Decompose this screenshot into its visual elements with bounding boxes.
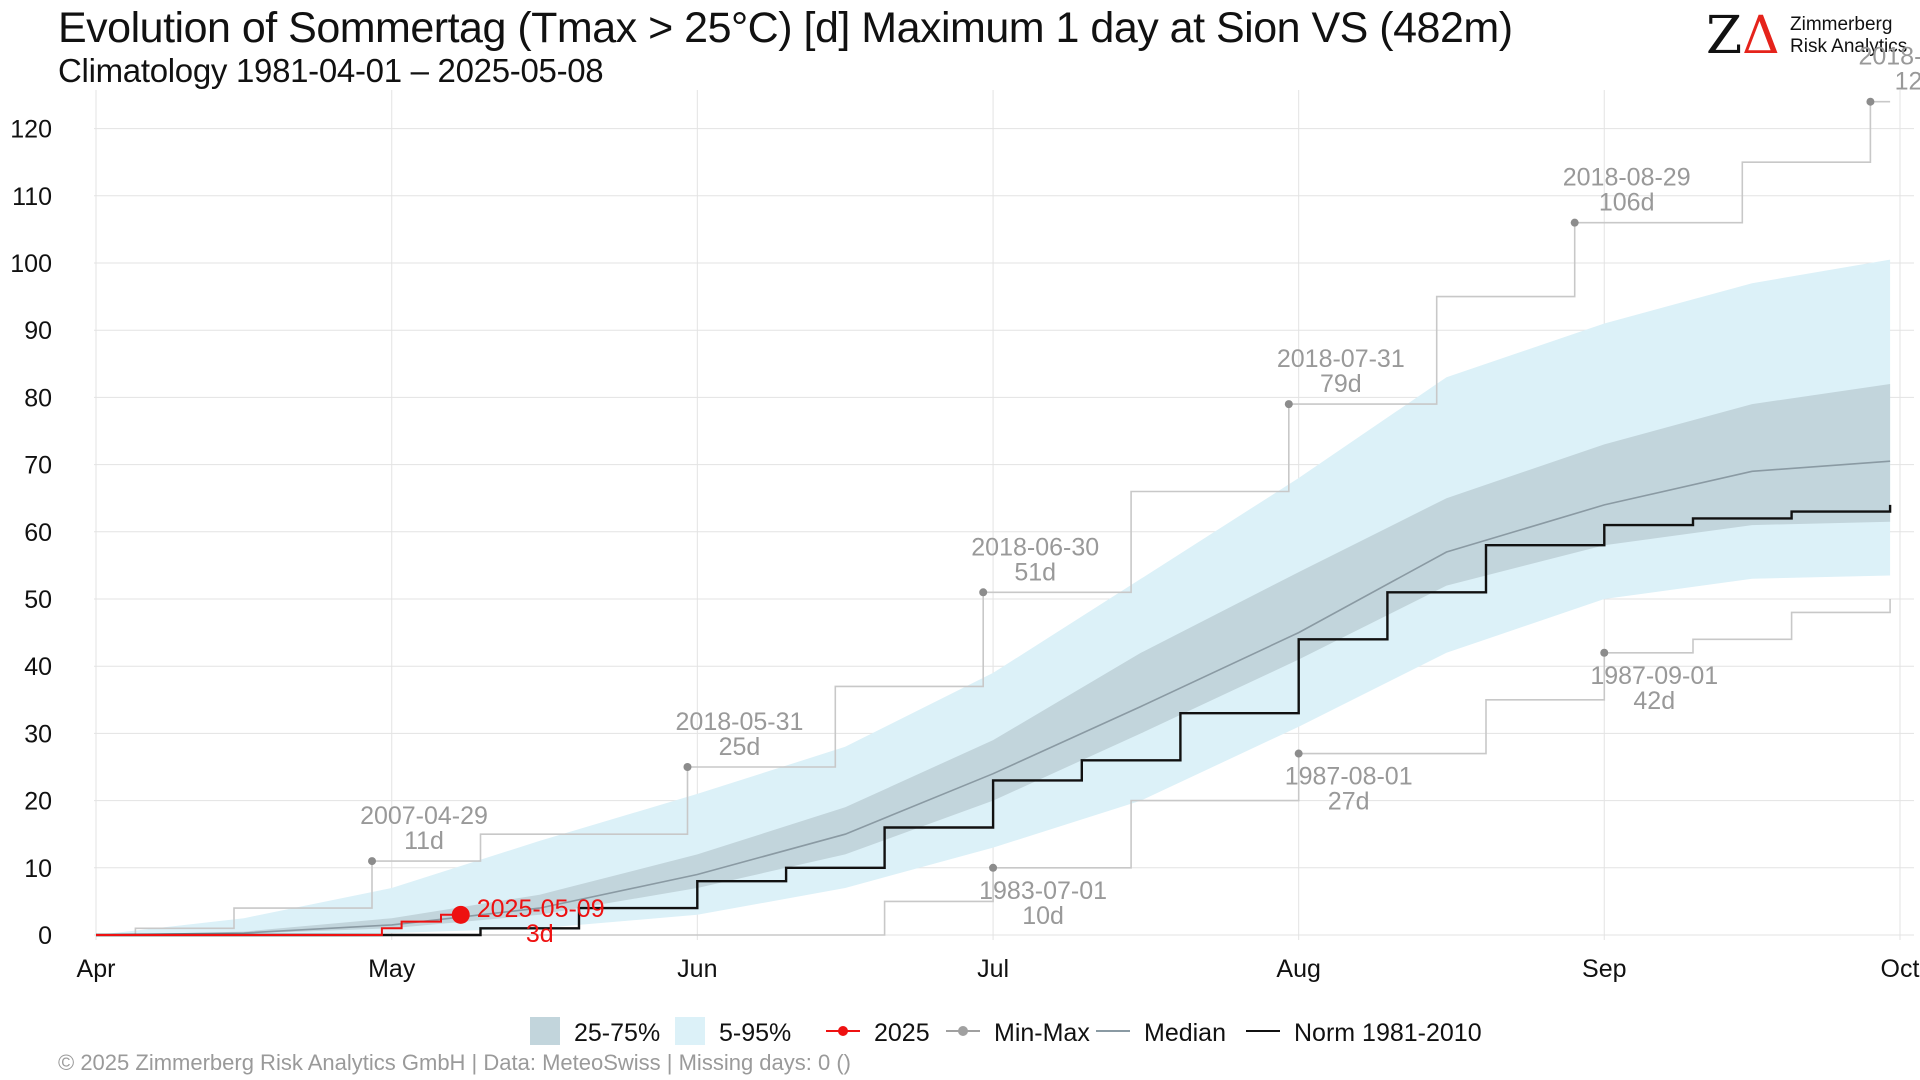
- chart-subtitle: Climatology 1981-04-01 – 2025-05-08: [58, 52, 604, 89]
- percentile-bands: [96, 259, 1891, 936]
- legend-item-norm-1981-2010: Norm 1981-2010: [1246, 1019, 1482, 1047]
- x-tick-label: Aug: [1276, 955, 1320, 983]
- grid: [94, 90, 1914, 940]
- annotation-value: 79d: [1320, 370, 1362, 398]
- annotation-value: 51d: [1014, 558, 1056, 586]
- chart-title: Evolution of Sommertag (Tmax > 25°C) [d]…: [58, 4, 1513, 52]
- annotation-date: 2018-07-31: [1277, 345, 1405, 373]
- annotation-date: 2025-05-09: [477, 895, 605, 923]
- x-tick-label: Sep: [1582, 955, 1626, 983]
- minmax-point: [1600, 648, 1609, 657]
- legend-swatch: [530, 1017, 560, 1045]
- logo-name-line1: Zimmerberg: [1790, 14, 1893, 35]
- series-line-2025: [96, 913, 461, 936]
- legend-label: 25-75%: [574, 1019, 660, 1047]
- y-tick-label: 50: [24, 586, 52, 614]
- band-5-95: [96, 259, 1891, 936]
- legend: 25-75% 5-95% 2025 Min-Max Median Norm 1981-20…: [530, 1017, 1482, 1047]
- series-line-max-2018-: [96, 100, 1891, 936]
- legend-label: 2025: [874, 1019, 930, 1047]
- minmax-point: [989, 863, 998, 872]
- annotation-date: 2018-06-30: [971, 533, 1099, 561]
- x-tick-label: May: [368, 955, 416, 983]
- x-tick-label: Jul: [977, 955, 1009, 983]
- y-tick-label: 120: [10, 116, 52, 144]
- current-year-point: [451, 905, 470, 924]
- series-line-median: [95, 460, 1891, 936]
- minmax-point: [1866, 97, 1875, 106]
- y-tick-label: 60: [24, 519, 52, 547]
- minmax-point: [1284, 400, 1293, 409]
- logo-name-line2: Risk Analytics: [1790, 36, 1908, 57]
- y-tick-label: 20: [24, 788, 52, 816]
- annotation-value: 124d: [1895, 68, 1920, 96]
- annotation-date: 2018-09-28: [1858, 43, 1920, 71]
- annotation-value: 42d: [1633, 687, 1675, 715]
- legend-label: 5-95%: [719, 1019, 791, 1047]
- y-tick-label: 40: [24, 653, 52, 681]
- minmax-point: [1294, 749, 1303, 758]
- y-tick-label: 70: [24, 452, 52, 480]
- series-line-norm-1981-2010: [96, 504, 1892, 937]
- y-tick-label: 110: [12, 183, 52, 211]
- legend-label: Norm 1981-2010: [1294, 1019, 1482, 1047]
- legend-item-5-95-: 5-95%: [675, 1017, 791, 1047]
- annotation-value: 11d: [404, 827, 444, 855]
- legend-item-min-max: Min-Max: [946, 1019, 1090, 1047]
- y-tick-label: 30: [24, 720, 52, 748]
- annotation-date: 1987-08-01: [1285, 763, 1413, 791]
- minmax-point: [368, 857, 377, 866]
- legend-label: Min-Max: [994, 1019, 1090, 1047]
- y-tick-label: 10: [24, 855, 52, 883]
- company-logo: ZΔ Zimmerberg Risk Analytics: [1706, 6, 1907, 68]
- band-25-75: [96, 384, 1891, 935]
- annotation-date: 2018-08-29: [1563, 164, 1691, 192]
- annotation-value: 10d: [1022, 902, 1064, 930]
- legend-swatch: [675, 1017, 705, 1045]
- x-tick-label: Jun: [677, 955, 717, 983]
- legend-item-25-75-: 25-75%: [530, 1017, 660, 1047]
- annotation-date: 2007-04-29: [360, 802, 488, 830]
- legend-item-2025: 2025: [826, 1019, 930, 1047]
- annotation-value: 3d: [526, 920, 554, 948]
- annotation-date: 1983-07-01: [979, 877, 1107, 905]
- annotation-value: 106d: [1599, 189, 1655, 217]
- series-line-min-1983-1987-: [96, 599, 1891, 936]
- y-tick-label: 90: [24, 317, 52, 345]
- y-tick-label: 100: [10, 250, 52, 278]
- legend-swatch-point: [958, 1026, 968, 1036]
- footer-copyright: © 2025 Zimmerberg Risk Analytics GmbH | …: [58, 1050, 851, 1075]
- annotation-value: 25d: [719, 733, 761, 761]
- series-points: [368, 97, 1875, 924]
- minmax-point: [979, 588, 988, 597]
- legend-item-median: Median: [1096, 1019, 1226, 1047]
- axes: 0 10 20 30 40 50 60 70 80 90 100 110 120 Apr May Jun Jul…: [10, 116, 1919, 983]
- series-lines: [95, 100, 1892, 937]
- legend-swatch-point: [838, 1026, 848, 1036]
- y-tick-label: 80: [24, 384, 52, 412]
- annotation-date: 1987-09-01: [1590, 662, 1718, 690]
- minmax-point: [683, 763, 692, 771]
- x-tick-label: Oct: [1881, 955, 1920, 983]
- legend-label: Median: [1144, 1019, 1226, 1047]
- x-tick-label: Apr: [77, 955, 116, 983]
- logo-mark-icon: ZΔ: [1706, 6, 1780, 66]
- minmax-point: [1570, 218, 1579, 227]
- y-tick-label: 0: [38, 922, 52, 950]
- annotation-value: 27d: [1328, 788, 1370, 816]
- logo-name: Zimmerberg Risk Analytics: [1790, 14, 1907, 58]
- annotation-date: 2018-05-31: [676, 708, 804, 736]
